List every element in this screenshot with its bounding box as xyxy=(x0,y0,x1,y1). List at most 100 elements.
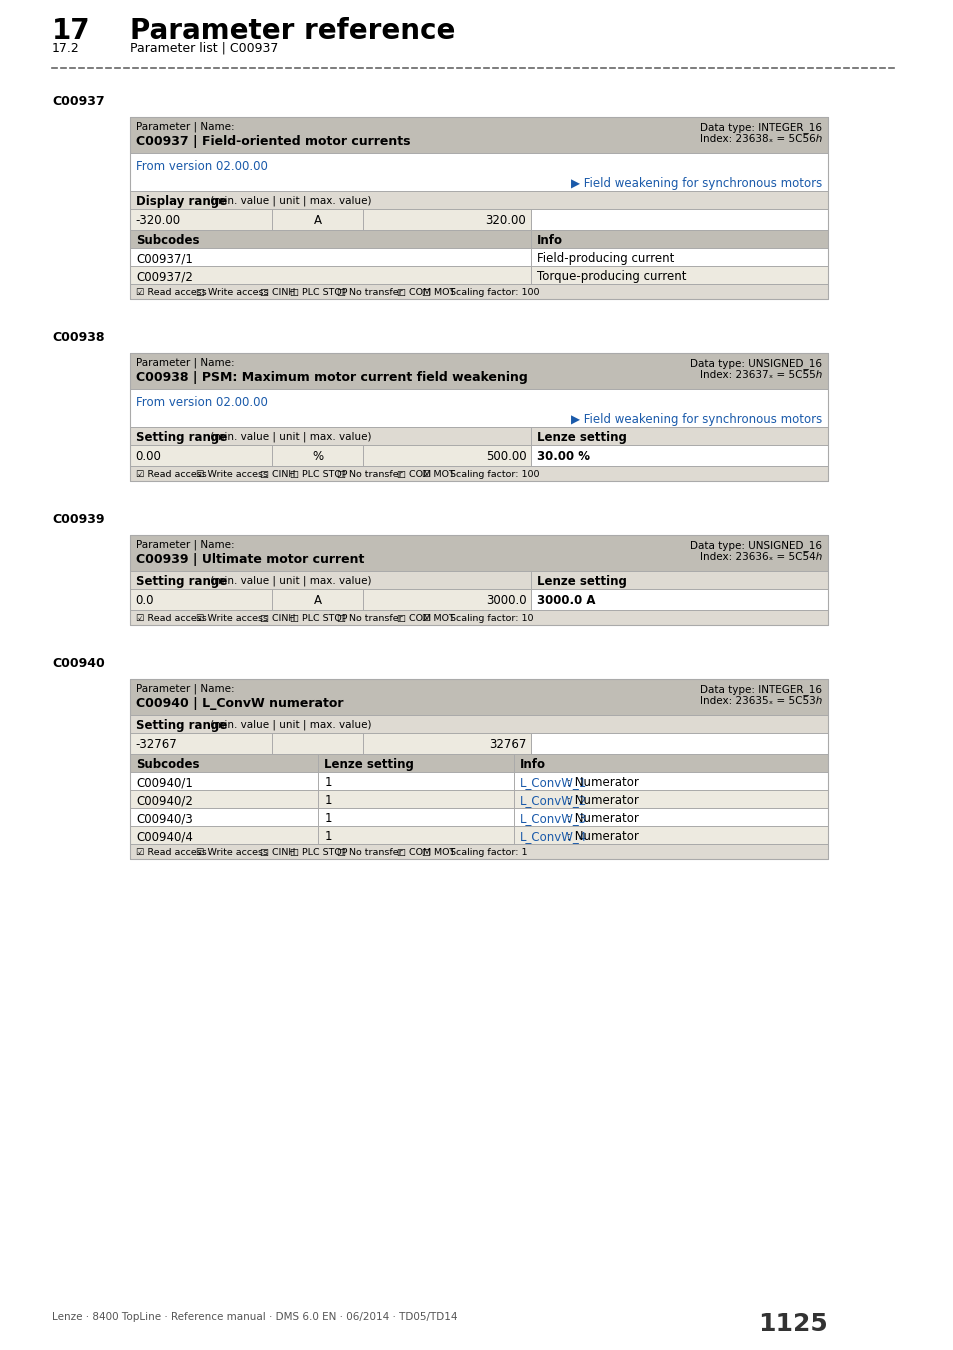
Text: Parameter reference: Parameter reference xyxy=(130,18,455,45)
Bar xyxy=(130,733,531,755)
Text: A: A xyxy=(314,215,321,227)
Text: ▶ Field weakening for synchronous motors: ▶ Field weakening for synchronous motors xyxy=(570,413,821,427)
Text: (min. value | unit | max. value): (min. value | unit | max. value) xyxy=(208,575,372,586)
Text: C00940/1: C00940/1 xyxy=(136,776,193,788)
Bar xyxy=(130,427,827,446)
Bar xyxy=(130,446,531,466)
Text: □ Write access: □ Write access xyxy=(195,288,268,297)
Text: Setting range: Setting range xyxy=(136,720,227,732)
Text: Parameter | Name:: Parameter | Name: xyxy=(136,122,234,132)
Text: □ No transfer: □ No transfer xyxy=(336,288,402,297)
Text: Data type: UNSIGNED_16: Data type: UNSIGNED_16 xyxy=(689,540,821,551)
Text: □ MOT: □ MOT xyxy=(422,848,456,857)
Text: □ COM: □ COM xyxy=(396,288,431,297)
Text: C00937 | Field-oriented motor currents: C00937 | Field-oriented motor currents xyxy=(136,135,410,148)
Text: C00938 | PSM: Maximum motor current field weakening: C00938 | PSM: Maximum motor current fiel… xyxy=(136,371,527,383)
Text: □ CINH: □ CINH xyxy=(260,470,295,479)
Text: Parameter | Name:: Parameter | Name: xyxy=(136,684,234,694)
Text: ☑ Write access: ☑ Write access xyxy=(195,470,268,479)
Text: □ PLC STOP: □ PLC STOP xyxy=(290,614,347,622)
Text: Display range: Display range xyxy=(136,194,227,208)
Text: □ COM: □ COM xyxy=(396,614,431,622)
Text: □ No transfer: □ No transfer xyxy=(336,848,402,857)
Text: Subcodes: Subcodes xyxy=(136,757,199,771)
Text: Scaling factor: 10: Scaling factor: 10 xyxy=(449,614,533,622)
Text: 1: 1 xyxy=(324,776,332,788)
Text: : Numerator: : Numerator xyxy=(566,776,638,788)
Text: Parameter list | C00937: Parameter list | C00937 xyxy=(130,42,278,55)
Text: C00939: C00939 xyxy=(52,513,105,526)
Text: □ COM: □ COM xyxy=(396,848,431,857)
Text: 3000.0: 3000.0 xyxy=(485,594,526,608)
Bar xyxy=(531,446,827,466)
Bar xyxy=(130,844,827,859)
Text: Lenze · 8400 TopLine · Reference manual · DMS 6.0 EN · 06/2014 · TD05/TD14: Lenze · 8400 TopLine · Reference manual … xyxy=(52,1312,457,1322)
Text: C00940/2: C00940/2 xyxy=(136,794,193,807)
Text: Index: 23637ₓ = 5C55ℎ: Index: 23637ₓ = 5C55ℎ xyxy=(699,370,821,379)
Bar xyxy=(130,589,531,610)
Text: From version 02.00.00: From version 02.00.00 xyxy=(136,161,268,173)
Text: 1: 1 xyxy=(324,830,332,842)
Bar xyxy=(130,153,827,190)
Text: □ CINH: □ CINH xyxy=(260,288,295,297)
Bar xyxy=(130,248,827,266)
Bar xyxy=(130,266,827,283)
Text: □ PLC STOP: □ PLC STOP xyxy=(290,470,347,479)
Text: □ MOT: □ MOT xyxy=(422,288,456,297)
Text: ☑ Read access: ☑ Read access xyxy=(136,288,207,297)
Text: □ PLC STOP: □ PLC STOP xyxy=(290,288,347,297)
Text: (min. value | unit | max. value): (min. value | unit | max. value) xyxy=(208,720,372,729)
Text: C00937: C00937 xyxy=(52,95,105,108)
Text: (min. value | unit | max. value): (min. value | unit | max. value) xyxy=(208,431,372,441)
Bar xyxy=(130,535,827,571)
Bar xyxy=(130,284,827,298)
Bar xyxy=(130,230,827,248)
Text: Data type: UNSIGNED_16: Data type: UNSIGNED_16 xyxy=(689,358,821,369)
Bar xyxy=(130,571,827,589)
Text: 17: 17 xyxy=(52,18,91,45)
Text: Index: 23635ₓ = 5C53ℎ: Index: 23635ₓ = 5C53ℎ xyxy=(699,697,821,706)
Bar xyxy=(130,352,827,389)
Text: ☑ Write access: ☑ Write access xyxy=(195,848,268,857)
Text: C00940: C00940 xyxy=(52,657,105,670)
Text: ☑ Write access: ☑ Write access xyxy=(195,614,268,622)
Text: -320.00: -320.00 xyxy=(135,215,180,227)
Text: ☑ MOT: ☑ MOT xyxy=(422,614,455,622)
Text: Index: 23636ₓ = 5C54ℎ: Index: 23636ₓ = 5C54ℎ xyxy=(699,552,821,562)
Bar xyxy=(130,610,827,625)
Text: C00940 | L_ConvW numerator: C00940 | L_ConvW numerator xyxy=(136,697,343,710)
Text: ☑ Read access: ☑ Read access xyxy=(136,470,207,479)
Text: C00940/4: C00940/4 xyxy=(136,830,193,842)
Text: L_ConvW_3: L_ConvW_3 xyxy=(519,811,586,825)
Text: ☑ Read access: ☑ Read access xyxy=(136,848,207,857)
Bar xyxy=(130,790,827,809)
Text: □ COM: □ COM xyxy=(396,470,431,479)
Text: From version 02.00.00: From version 02.00.00 xyxy=(136,396,268,409)
Text: Parameter | Name:: Parameter | Name: xyxy=(136,540,234,551)
Text: -32767: -32767 xyxy=(135,738,176,751)
Text: ☑ Read access: ☑ Read access xyxy=(136,614,207,622)
Bar xyxy=(130,772,827,790)
Text: 3000.0 A: 3000.0 A xyxy=(537,594,596,608)
Bar xyxy=(531,733,827,755)
Text: Subcodes: Subcodes xyxy=(136,234,199,247)
Bar xyxy=(130,809,827,826)
Text: Lenze setting: Lenze setting xyxy=(324,757,414,771)
Text: ▶ Field weakening for synchronous motors: ▶ Field weakening for synchronous motors xyxy=(570,177,821,190)
Bar xyxy=(130,535,827,625)
Text: 500.00: 500.00 xyxy=(485,450,526,463)
Text: Torque-producing current: Torque-producing current xyxy=(537,270,686,284)
Text: : Numerator: : Numerator xyxy=(566,830,638,842)
Text: Scaling factor: 1: Scaling factor: 1 xyxy=(449,848,527,857)
Text: Info: Info xyxy=(537,234,563,247)
Text: 1: 1 xyxy=(324,794,332,807)
Bar xyxy=(130,755,827,772)
Text: L_ConvW_2: L_ConvW_2 xyxy=(519,794,586,807)
Bar xyxy=(130,466,827,481)
Bar xyxy=(531,209,827,230)
Text: Index: 23638ₓ = 5C56ℎ: Index: 23638ₓ = 5C56ℎ xyxy=(699,134,821,144)
Text: Scaling factor: 100: Scaling factor: 100 xyxy=(449,470,538,479)
Text: Field-producing current: Field-producing current xyxy=(537,252,674,265)
Text: : Numerator: : Numerator xyxy=(566,794,638,807)
Text: %: % xyxy=(312,450,323,463)
